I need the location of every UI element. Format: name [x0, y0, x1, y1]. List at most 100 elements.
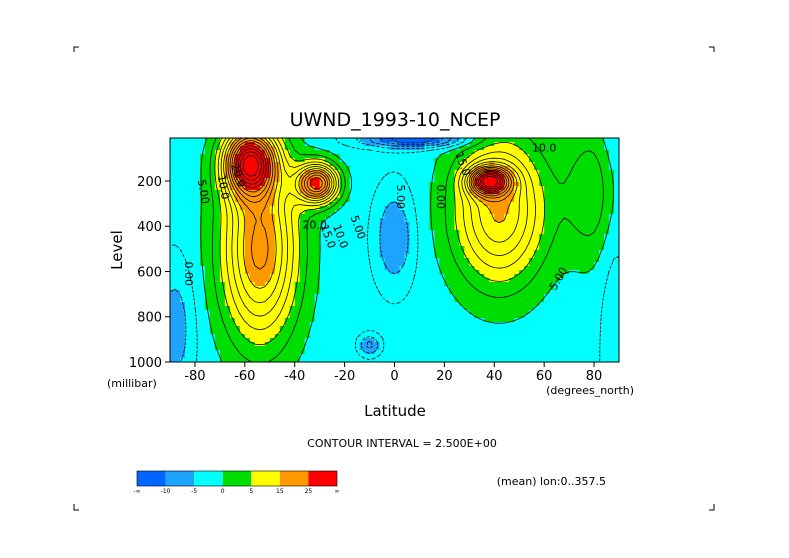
field-cell	[384, 358, 391, 362]
field-cell	[564, 166, 570, 171]
field-cell	[309, 190, 316, 195]
field-cell	[319, 150, 326, 155]
field-cell	[284, 230, 291, 235]
field-cell	[299, 226, 306, 231]
field-cell	[284, 198, 291, 203]
field-cell	[589, 174, 595, 179]
field-cell	[244, 342, 251, 347]
field-cell	[219, 174, 226, 179]
field-cell	[229, 202, 236, 207]
field-cell	[569, 226, 575, 231]
field-cell	[584, 190, 590, 195]
field-cell	[239, 206, 246, 211]
field-cell	[199, 314, 206, 319]
field-cell	[524, 258, 530, 263]
field-cell	[594, 150, 600, 155]
field-cell	[444, 270, 450, 275]
field-cell	[494, 258, 500, 263]
field-cell	[494, 326, 500, 331]
field-cell	[574, 234, 580, 239]
field-cell	[584, 178, 590, 183]
field-cell	[309, 210, 316, 215]
field-cell	[189, 258, 196, 263]
field-cell	[349, 194, 356, 199]
field-cell	[579, 330, 585, 335]
field-cell	[494, 214, 500, 219]
field-cell	[264, 246, 271, 251]
field-cell	[544, 354, 550, 359]
field-cell	[404, 346, 411, 351]
field-cell	[229, 246, 236, 251]
field-cell	[489, 158, 495, 163]
field-cell	[224, 306, 231, 311]
field-cell	[604, 142, 610, 147]
field-cell	[604, 186, 610, 191]
field-cell	[429, 206, 436, 211]
field-cell	[174, 294, 181, 299]
field-cell	[604, 354, 610, 359]
field-cell	[170, 274, 176, 279]
field-cell	[559, 318, 565, 323]
field-cell	[559, 174, 565, 179]
field-cell	[474, 270, 480, 275]
field-cell	[374, 162, 381, 167]
field-cell	[359, 298, 366, 303]
field-cell	[514, 206, 520, 211]
field-cell	[569, 142, 575, 147]
field-cell	[170, 154, 176, 159]
field-cell	[174, 222, 181, 227]
field-cell	[374, 158, 381, 163]
field-cell	[419, 318, 426, 323]
field-cell	[244, 190, 251, 195]
field-cell	[544, 286, 550, 291]
field-cell	[419, 178, 426, 183]
field-cell	[544, 266, 550, 271]
field-cell	[579, 310, 585, 315]
field-cell	[359, 258, 366, 263]
field-cell	[454, 350, 460, 355]
field-cell	[279, 238, 286, 243]
field-cell	[364, 210, 371, 215]
field-cell	[199, 278, 206, 283]
field-cell	[374, 278, 381, 283]
field-cell	[424, 154, 431, 159]
field-cell	[459, 190, 465, 195]
field-cell	[170, 246, 176, 251]
field-cell	[229, 322, 236, 327]
field-cell	[529, 254, 535, 259]
field-cell	[279, 342, 286, 347]
field-cell	[429, 270, 436, 275]
field-cell	[464, 290, 470, 295]
field-cell	[544, 146, 550, 151]
field-cell	[584, 302, 590, 307]
field-cell	[254, 314, 261, 319]
field-cell	[594, 354, 600, 359]
field-cell	[449, 286, 455, 291]
field-cell	[439, 330, 445, 335]
field-cell	[309, 142, 316, 147]
field-cell	[559, 294, 565, 299]
field-cell	[484, 346, 490, 351]
field-cell	[309, 342, 316, 347]
field-cell	[434, 170, 440, 175]
field-cell	[584, 194, 590, 199]
field-cell	[479, 262, 485, 267]
field-cell	[394, 170, 401, 175]
field-cell	[259, 286, 266, 291]
field-cell	[494, 322, 500, 327]
field-cell	[209, 138, 216, 143]
field-cell	[349, 338, 356, 343]
field-cell	[534, 186, 540, 191]
field-cell	[279, 198, 286, 203]
field-cell	[559, 190, 565, 195]
field-cell	[524, 318, 530, 323]
field-cell	[499, 266, 505, 271]
field-cell	[354, 250, 361, 255]
field-cell	[204, 358, 211, 362]
field-cell	[209, 346, 216, 351]
field-cell	[424, 234, 431, 239]
field-cell	[609, 294, 615, 299]
field-cell	[599, 350, 605, 355]
field-cell	[519, 154, 525, 159]
field-cell	[579, 346, 585, 351]
